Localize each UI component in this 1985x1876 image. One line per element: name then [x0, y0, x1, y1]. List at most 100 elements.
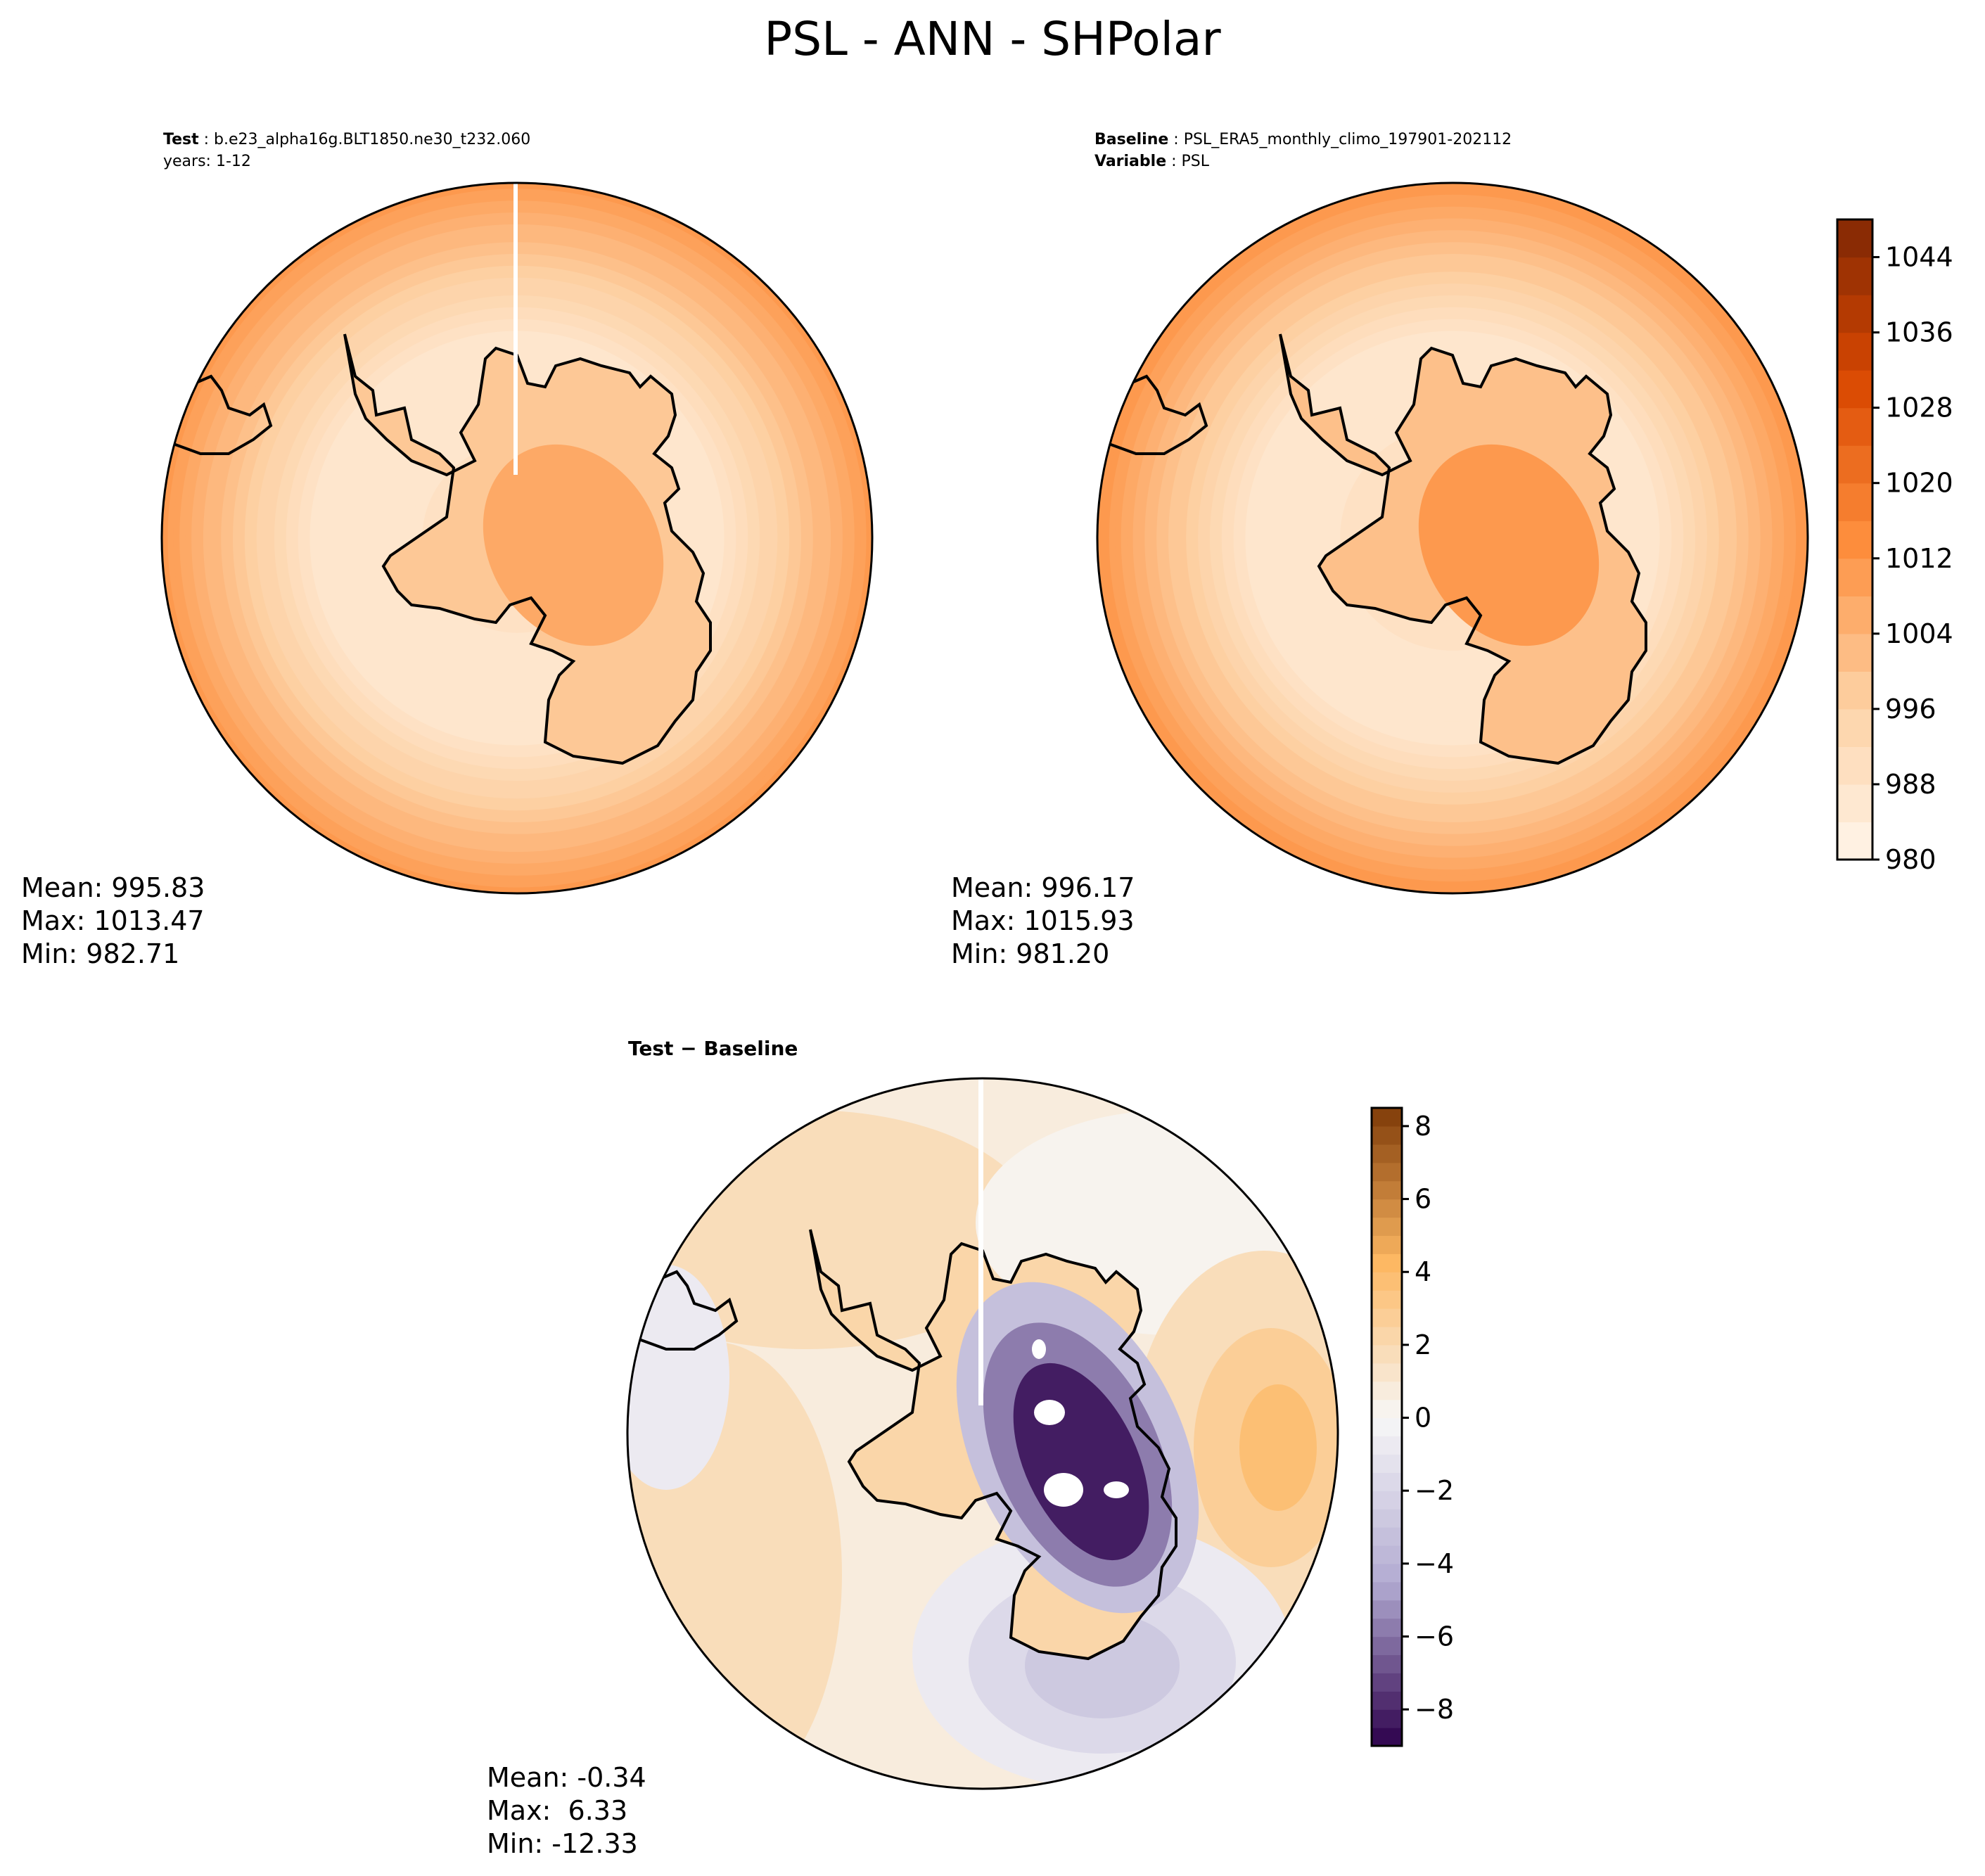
difference-colorbar-segment — [1372, 1199, 1402, 1218]
baseline-colorbar-segment — [1837, 784, 1872, 823]
difference-colorbar-tick-label: −4 — [1415, 1548, 1454, 1579]
baseline-variable-value: PSL — [1182, 153, 1210, 170]
baseline-colorbar-segment — [1837, 257, 1872, 295]
difference-missing-patch-0 — [1034, 1400, 1065, 1425]
difference-colorbar-tick-label: 0 — [1415, 1403, 1431, 1434]
difference-colorbar-segment — [1372, 1235, 1402, 1254]
baseline-map — [1097, 183, 1808, 893]
test-title-label: Test — [163, 131, 199, 148]
difference-colorbar-tick-label: −6 — [1415, 1621, 1454, 1652]
baseline-stat-mean: Mean: 996.17 — [951, 872, 1135, 903]
difference-colorbar-segment — [1372, 1545, 1402, 1564]
difference-colorbar: −8 −6 −4 −2 0 2 4 6 8 — [1370, 1106, 1454, 1747]
baseline-stat-max: Max: 1015.93 — [951, 905, 1135, 936]
difference-colorbar-segment — [1372, 1654, 1402, 1673]
baseline-colorbar-tick-label: 1004 — [1885, 618, 1953, 649]
difference-colorbar-segment — [1372, 1308, 1402, 1327]
difference-stat-min: Min: -12.33 — [487, 1828, 638, 1859]
baseline-colorbar-segment — [1837, 746, 1872, 785]
difference-contour-field — [627, 1078, 1338, 1789]
difference-colorbar-tick-label: 6 — [1415, 1184, 1431, 1215]
test-contour-continent-high — [483, 444, 664, 646]
difference-colorbar-tick-label: 2 — [1415, 1329, 1431, 1360]
baseline-colorbar-segment — [1837, 671, 1872, 710]
difference-colorbar-segment — [1372, 1344, 1402, 1364]
baseline-colorbar-segment — [1837, 633, 1872, 672]
difference-colorbar-tick-label: −2 — [1415, 1475, 1454, 1506]
difference-colorbar-segment — [1372, 1162, 1402, 1182]
difference-colorbar-segment — [1372, 1363, 1402, 1382]
baseline-colorbar-segment — [1837, 407, 1872, 446]
difference-colorbar-segment — [1372, 1253, 1402, 1272]
difference-colorbar-segment — [1372, 1673, 1402, 1692]
baseline-map-boundary — [1096, 181, 1809, 895]
baseline-colorbar-tick-label: 1020 — [1885, 468, 1953, 499]
difference-weak-negative-west — [627, 1265, 729, 1490]
test-map-boundary — [160, 181, 874, 895]
panel-difference: Test − Baseline Mean: -0.34 Max: 6.33 Mi… — [487, 1037, 1454, 1859]
difference-colorbar-segment — [1372, 1618, 1402, 1638]
difference-colorbar-segment — [1372, 1454, 1402, 1473]
test-map — [162, 183, 872, 893]
baseline-colorbar-segment — [1837, 332, 1872, 371]
baseline-subtitle: Variable : PSL — [1094, 153, 1210, 170]
difference-title: Test − Baseline — [628, 1037, 798, 1060]
difference-colorbar-segment — [1372, 1691, 1402, 1710]
test-stat-mean: Mean: 995.83 — [21, 872, 205, 903]
difference-colorbar-segment — [1372, 1636, 1402, 1656]
difference-colorbar-tick-label: 8 — [1415, 1111, 1431, 1142]
baseline-colorbar-segment — [1837, 295, 1872, 333]
difference-map — [627, 1078, 1338, 1789]
baseline-colorbar-tick-label: 988 — [1885, 769, 1936, 800]
baseline-contour-field — [1097, 183, 1808, 893]
difference-colorbar-segment — [1372, 1381, 1402, 1400]
panel-baseline: Baseline : PSL_ERA5_monthly_climo_197901… — [951, 131, 1953, 969]
difference-colorbar-segment — [1372, 1326, 1402, 1346]
baseline-colorbar-tick-label: 996 — [1885, 694, 1936, 725]
difference-colorbar-segment — [1372, 1600, 1402, 1619]
difference-colorbar-segment — [1372, 1108, 1402, 1127]
baseline-title-value: PSL_ERA5_monthly_climo_197901-202112 — [1184, 131, 1512, 148]
baseline-colorbar-tick-label: 1012 — [1885, 543, 1953, 574]
difference-colorbar-segment — [1372, 1472, 1402, 1491]
difference-colorbar-segment — [1372, 1290, 1402, 1309]
difference-colorbar-segment — [1372, 1180, 1402, 1200]
test-seam — [513, 183, 518, 475]
difference-colorbar-segment — [1372, 1417, 1402, 1437]
baseline-colorbar-segment — [1837, 521, 1872, 559]
difference-stat-mean: Mean: -0.34 — [487, 1762, 646, 1793]
baseline-colorbar-segment — [1837, 483, 1872, 521]
baseline-contour-continent-high — [1418, 444, 1600, 646]
difference-colorbar-tick-label: 4 — [1415, 1256, 1431, 1287]
difference-stat-max: Max: 6.33 — [487, 1795, 627, 1826]
figure-suptitle: PSL - ANN - SHPolar — [764, 12, 1221, 66]
baseline-variable-label: Variable — [1094, 153, 1166, 170]
baseline-colorbar-segment — [1837, 445, 1872, 484]
difference-colorbar-segment — [1372, 1491, 1402, 1510]
difference-colorbar-tick-label: −8 — [1415, 1694, 1454, 1725]
difference-colorbar-segment — [1372, 1436, 1402, 1455]
baseline-title: Baseline : PSL_ERA5_monthly_climo_197901… — [1094, 131, 1512, 148]
baseline-colorbar-segment — [1837, 822, 1872, 860]
baseline-colorbar-segment — [1837, 219, 1872, 258]
baseline-colorbar-segment — [1837, 558, 1872, 596]
difference-missing-patch-3 — [1032, 1339, 1046, 1359]
baseline-colorbar-tick-label: 1036 — [1885, 317, 1953, 348]
test-stat-min: Min: 982.71 — [21, 938, 179, 969]
difference-colorbar-segment — [1372, 1709, 1402, 1728]
difference-missing-patch-2 — [1104, 1481, 1129, 1498]
baseline-colorbar-tick-label: 980 — [1885, 844, 1936, 875]
baseline-colorbar-tick-label: 1044 — [1885, 242, 1953, 273]
baseline-colorbar-frame — [1836, 218, 1874, 861]
baseline-colorbar-tick-label: 1028 — [1885, 393, 1953, 423]
difference-colorbar-segment — [1372, 1125, 1402, 1145]
baseline-title-label: Baseline — [1094, 131, 1168, 148]
difference-colorbar-segment — [1372, 1581, 1402, 1601]
baseline-colorbar-segment — [1837, 708, 1872, 748]
difference-missing-patch-1 — [1044, 1473, 1083, 1507]
baseline-stat-min: Min: 981.20 — [951, 938, 1109, 969]
difference-colorbar-segment — [1372, 1217, 1402, 1236]
test-stat-max: Max: 1013.47 — [21, 905, 205, 936]
difference-colorbar-segment — [1372, 1509, 1402, 1528]
